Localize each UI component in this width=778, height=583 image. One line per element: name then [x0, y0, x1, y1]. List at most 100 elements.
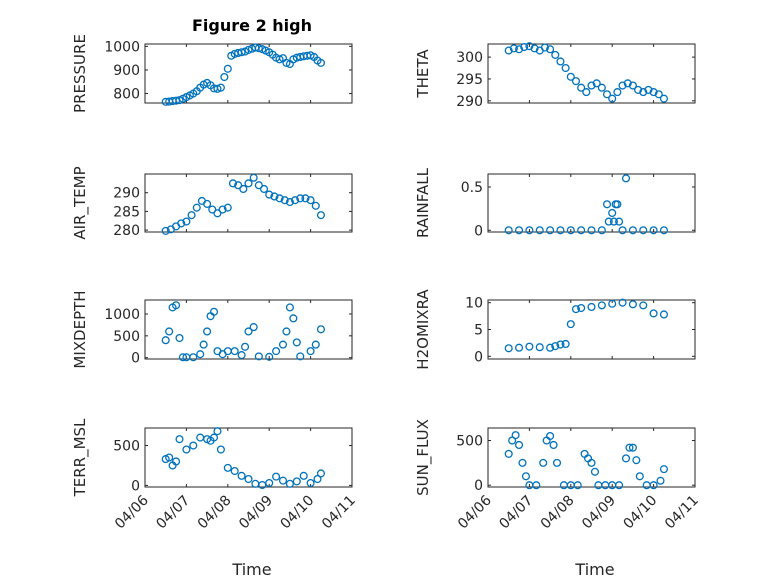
data-point	[244, 327, 253, 336]
data-markers	[504, 174, 668, 235]
data-point	[615, 217, 624, 226]
y-tick-label: 290	[113, 186, 140, 202]
data-point	[552, 458, 562, 467]
data-point	[259, 184, 269, 194]
data-point	[654, 90, 663, 99]
axes-frame	[144, 427, 353, 488]
y-axis-label: SUN_FLUX	[414, 419, 433, 496]
data-point	[597, 226, 606, 235]
data-point	[187, 211, 196, 220]
data-point	[223, 64, 232, 73]
data-point	[285, 198, 294, 207]
data-point	[311, 201, 320, 210]
data-point	[237, 471, 246, 480]
data-point	[618, 226, 627, 235]
y-tick-label: 300	[456, 50, 483, 66]
data-point	[272, 347, 281, 356]
y-tick-label: 500	[113, 329, 140, 345]
data-point	[597, 301, 606, 310]
data-point	[514, 45, 524, 54]
y-tick-label: 0	[131, 478, 140, 494]
data-point	[213, 209, 222, 218]
data-markers	[504, 298, 668, 353]
data-markers	[161, 173, 326, 235]
data-point	[275, 194, 284, 203]
data-point	[608, 94, 617, 103]
data-point	[509, 44, 518, 53]
y-axis-label: TERR_MSL	[71, 418, 90, 497]
data-point	[615, 481, 624, 490]
data-point	[189, 441, 198, 450]
data-point	[659, 310, 668, 319]
data-point	[165, 453, 174, 462]
y-tick-label: 0	[474, 349, 483, 365]
data-point	[587, 81, 596, 90]
data-point	[241, 342, 250, 351]
data-point	[208, 205, 217, 214]
data-point	[525, 342, 534, 351]
data-point	[316, 58, 326, 67]
y-tick-label: 500	[456, 434, 483, 450]
data-point	[244, 45, 253, 54]
data-point	[571, 305, 581, 314]
data-point	[237, 48, 246, 57]
data-point	[161, 226, 170, 235]
data-point	[613, 88, 622, 97]
data-point	[628, 226, 637, 235]
data-point	[604, 217, 613, 226]
data-point	[539, 458, 548, 467]
data-point	[535, 226, 544, 235]
data-point	[520, 43, 529, 52]
data-point	[551, 342, 560, 351]
data-point	[161, 336, 170, 345]
data-point	[228, 179, 238, 188]
data-point	[292, 338, 301, 347]
data-point	[189, 353, 198, 362]
data-point	[649, 226, 658, 235]
data-point	[628, 443, 637, 452]
data-point	[285, 303, 294, 312]
subplot-rainfall: 0 0.5 RAINFALL	[414, 167, 696, 239]
data-point	[301, 194, 310, 203]
data-point	[561, 63, 570, 73]
data-point	[649, 88, 658, 97]
y-tick-label: 0.5	[461, 180, 483, 196]
data-point	[265, 478, 274, 488]
data-point	[618, 81, 627, 90]
y-axis-label: AIR_TEMP	[71, 166, 90, 239]
y-tick-label: 295	[456, 72, 483, 88]
x-axis-label-left: Time	[231, 560, 271, 579]
data-point	[625, 443, 634, 452]
data-point	[514, 440, 524, 450]
data-markers	[504, 431, 668, 490]
data-point	[175, 435, 184, 444]
data-point	[659, 226, 668, 235]
data-point	[590, 467, 599, 476]
data-point	[316, 211, 326, 220]
y-axis-label: MIXDEPTH	[71, 290, 89, 368]
data-point	[639, 301, 648, 310]
data-point	[628, 81, 637, 90]
data-point	[299, 471, 308, 480]
data-point	[254, 352, 263, 361]
data-point	[656, 476, 665, 485]
y-tick-label: 900	[113, 63, 140, 79]
data-point	[292, 477, 301, 486]
data-point	[203, 199, 212, 208]
y-tick-label: 280	[113, 223, 140, 239]
x-axis-label-right: Time	[574, 560, 614, 579]
data-point	[275, 55, 284, 64]
data-point	[296, 352, 305, 361]
data-point	[521, 472, 530, 481]
data-point	[566, 72, 575, 81]
data-point	[278, 476, 288, 485]
data-point	[530, 44, 539, 53]
y-axis-label: PRESSURE	[71, 34, 89, 113]
data-point	[566, 320, 575, 329]
axes-frame	[487, 43, 696, 104]
figure-title: Figure 2 high	[192, 16, 312, 35]
data-point	[265, 352, 274, 361]
data-point	[254, 44, 263, 53]
y-tick-label: 5	[474, 323, 483, 339]
data-point	[597, 83, 606, 92]
